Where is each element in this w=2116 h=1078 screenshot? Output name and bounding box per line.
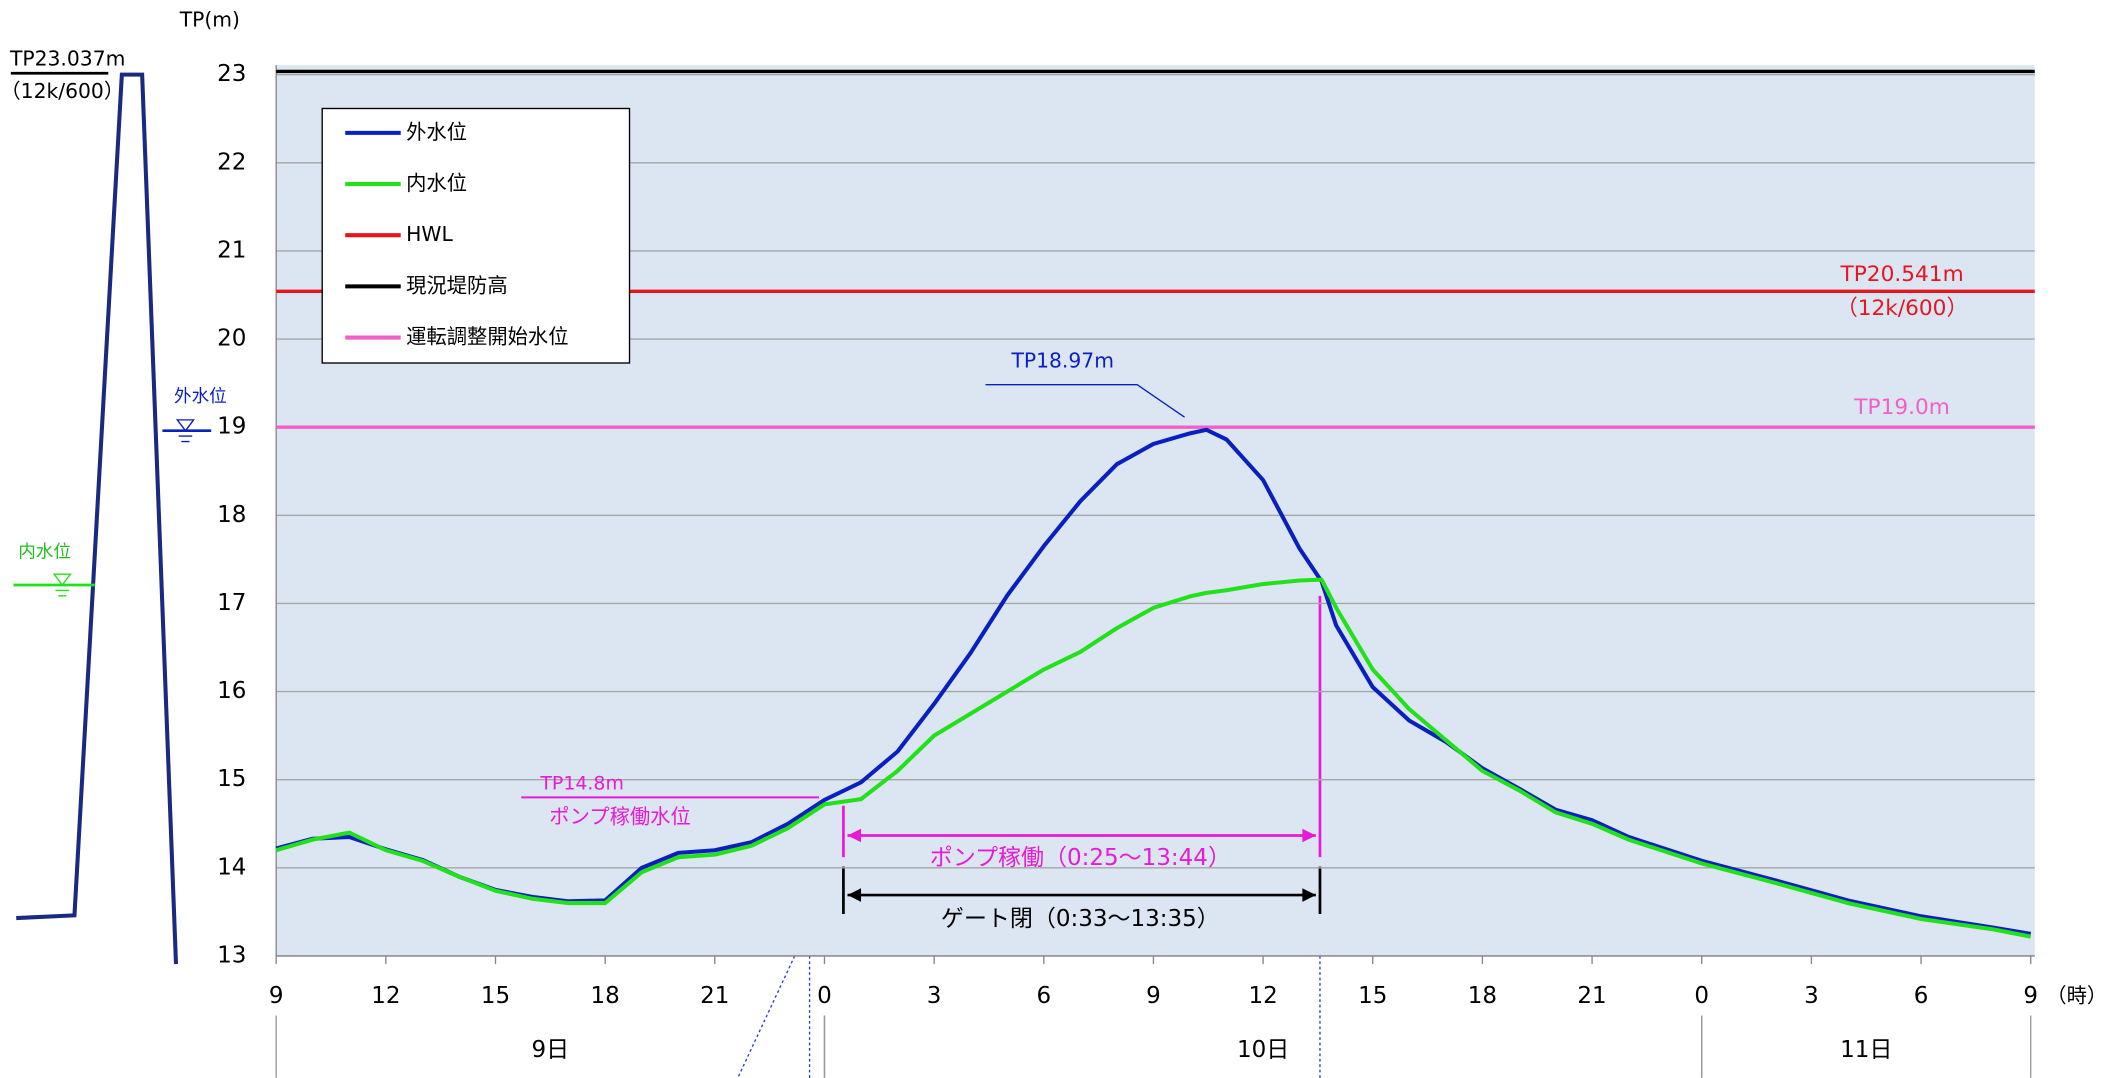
peak-label: TP18.97m: [1010, 349, 1114, 373]
x-tick-label: 15: [481, 983, 510, 1009]
x-tick-label: 21: [700, 983, 729, 1009]
pointers: [737, 955, 1321, 1078]
x-tick-label: 0: [1694, 983, 1709, 1009]
reference-label: TP19.0m: [1853, 395, 1950, 420]
x-tick-label: 18: [1468, 983, 1497, 1009]
pump-range: ポンプ稼働（0:25～13:44）: [930, 845, 1231, 871]
x-tick-label: 9: [269, 983, 284, 1009]
x-tick-label: 18: [591, 983, 620, 1009]
y-tick-label: 16: [217, 678, 246, 704]
levee-diagram: TP23.037m （12k/600） 外水位 内水位: [0, 47, 227, 965]
y-tick-label: 13: [217, 942, 246, 968]
peak-leader: [985, 383, 1185, 418]
x-tick-label: 0: [817, 983, 832, 1009]
peak-annotation: TP18.97m: [985, 349, 1185, 418]
water-symbol: [52, 573, 72, 597]
crest-label: TP23.037m: [9, 47, 125, 71]
legend-label: 外水位: [406, 120, 467, 144]
x-tick-label: 3: [1804, 983, 1819, 1009]
y-tick-label: 22: [217, 149, 246, 175]
pump-level-sublabel: ポンプ稼働水位: [549, 805, 690, 829]
y-tick-label: 21: [217, 237, 246, 263]
y-tick-label: 18: [217, 502, 246, 528]
x-tick-label: 9: [1146, 983, 1161, 1009]
x-tick-label: 9: [2023, 983, 2038, 1009]
reference-label: TP20.541m: [1840, 262, 1964, 287]
y-tick-label: 19: [217, 414, 246, 440]
legend-label: 内水位: [406, 171, 467, 195]
x-tick-label: 3: [927, 983, 942, 1009]
y-tick-label: 17: [217, 590, 246, 616]
x-tick-label: 12: [371, 983, 400, 1009]
y-title: TP(m): [179, 7, 240, 31]
day-label: 9日: [532, 1037, 570, 1063]
water-symbol: [175, 419, 195, 443]
day-label: 10日: [1237, 1037, 1289, 1063]
x-tick-label: 6: [1914, 983, 1929, 1009]
pointer: [737, 955, 796, 1078]
x-unit: （時）: [2046, 984, 2107, 1008]
crest-sublabel: （12k/600）: [0, 79, 124, 103]
x-tick-label: 15: [1358, 983, 1387, 1009]
legend-label: HWL: [406, 222, 453, 246]
x-tick-label: 12: [1248, 983, 1277, 1009]
y-tick-label: 20: [217, 326, 246, 352]
pump-level-label: TP14.8m: [539, 772, 624, 794]
y-tick-label: 23: [217, 61, 246, 87]
range-annotations: ポンプ稼働（0:25～13:44） ゲート閉（0:33～13:35）: [842, 595, 1322, 932]
x-tick-label: 6: [1036, 983, 1051, 1009]
gate-range: ゲート閉（0:33～13:35）: [941, 906, 1220, 932]
legend-label: 運転調整開始水位: [406, 325, 568, 349]
levee-outline: [16, 72, 179, 965]
inner-label: 内水位: [18, 543, 71, 563]
series-line: [275, 577, 2032, 939]
outer-label: 外水位: [174, 387, 227, 407]
reference-sublabel: （12k/600）: [1836, 296, 1968, 321]
x-tick-label: 21: [1577, 983, 1606, 1009]
y-tick-label: 14: [217, 854, 246, 880]
y-tick-label: 15: [217, 766, 246, 792]
legend-label: 現況堤防高: [406, 273, 507, 297]
day-label: 11日: [1840, 1037, 1892, 1063]
